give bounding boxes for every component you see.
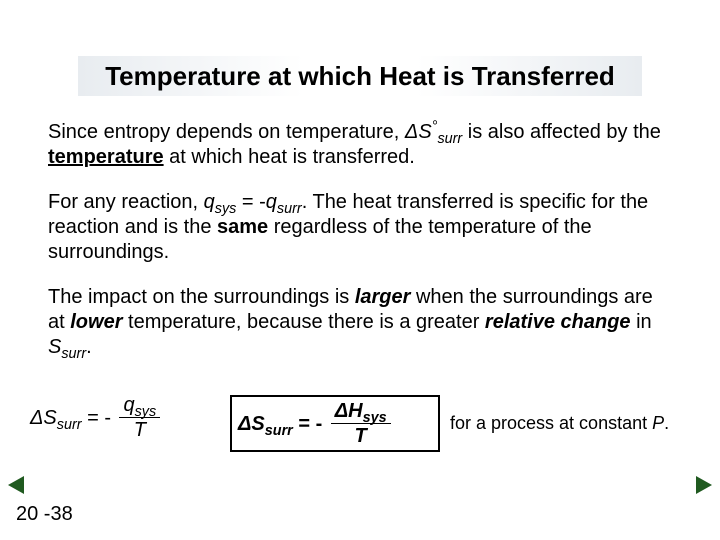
p2-qsys: qsys [204, 191, 237, 213]
p1-t1: Since entropy depends on temperature, [48, 121, 405, 143]
eq2-fraction: ΔHsys T [331, 401, 391, 448]
next-arrow-icon[interactable] [696, 476, 712, 494]
eq2-numerator: ΔHsys [331, 401, 391, 424]
delta-s-symbol: ΔS°surr [405, 121, 462, 143]
p2-q1: q [204, 191, 215, 213]
equation-1: ΔSsurr = - qsys T [30, 395, 210, 442]
eq1-num-sys: sys [135, 404, 157, 420]
eq1-lhs: ΔSsurr = - [30, 407, 111, 430]
note-t2: . [664, 413, 669, 433]
eq2-dS: ΔS [238, 413, 265, 435]
p3-t5: . [86, 336, 92, 358]
paragraph-2: For any reaction, qsys = -qsurr. The hea… [48, 190, 668, 265]
slide-title: Temperature at which Heat is Transferred [105, 61, 615, 92]
p3-t1: The impact on the surroundings is [48, 286, 355, 308]
eq1-dS: ΔS [30, 407, 57, 429]
eq1-denominator: T [119, 418, 160, 442]
p2-eq: = - [236, 191, 265, 213]
p3-t4: in [631, 311, 652, 333]
p3-larger: larger [355, 286, 411, 308]
eq2-lhs: ΔSsurr = - [238, 413, 322, 436]
eq1-fraction: qsys T [119, 395, 160, 442]
p1-surr: surr [437, 131, 462, 147]
note-P: P [652, 413, 664, 433]
eq2-denominator: T [331, 424, 391, 448]
p2-same: same [217, 216, 268, 238]
eq2-num-dH: ΔH [335, 400, 363, 422]
p2-surr-sub: surr [277, 201, 302, 217]
equation-2-box: ΔSsurr = - ΔHsys T [230, 395, 440, 452]
p2-sys: sys [215, 201, 237, 217]
eq1-numerator: qsys [119, 395, 160, 418]
p2-qsurr: qsurr [266, 191, 302, 213]
eq1-eq-sign: = - [82, 407, 111, 429]
p3-S: S [48, 336, 61, 358]
note-t1: for a process at constant [450, 413, 652, 433]
p1-temperature: temperature [48, 146, 164, 168]
p1-dS: ΔS [405, 121, 432, 143]
eq2-surr: surr [265, 423, 293, 439]
p3-lower: lower [70, 311, 122, 333]
p2-q2: q [266, 191, 277, 213]
prev-arrow-icon[interactable] [8, 476, 24, 494]
p1-t3: at which heat is transferred. [164, 146, 415, 168]
slide: Temperature at which Heat is Transferred… [0, 0, 720, 540]
title-band: Temperature at which Heat is Transferred [78, 56, 642, 96]
eq2-eq-sign: = - [293, 413, 322, 435]
p3-relative-change: relative change [485, 311, 631, 333]
eq1-surr: surr [57, 417, 82, 433]
page-number: 20 -38 [16, 503, 73, 526]
p3-t3: temperature, because there is a greater [123, 311, 485, 333]
p2-t1: For any reaction, [48, 191, 204, 213]
p3-surr-sub: surr [61, 346, 86, 362]
equation-note: for a process at constant P. [450, 413, 710, 434]
eq2-num-sys: sys [363, 410, 387, 426]
p3-Ssurr: Ssurr [48, 336, 86, 358]
eq1-num-q: q [123, 394, 134, 416]
p1-t2: is also affected by the [462, 121, 661, 143]
paragraph-1: Since entropy depends on temperature, ΔS… [48, 120, 668, 170]
equation-row: ΔSsurr = - qsys T ΔSsurr = - ΔHsys T for… [30, 395, 690, 465]
paragraph-3: The impact on the surroundings is larger… [48, 285, 668, 360]
